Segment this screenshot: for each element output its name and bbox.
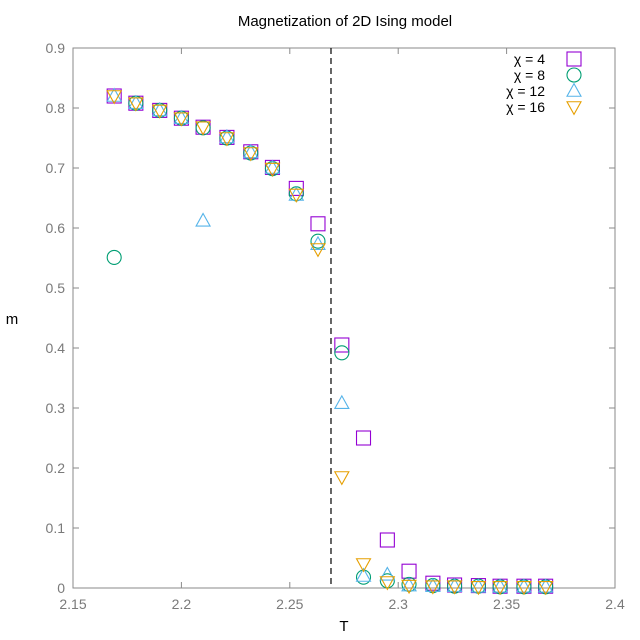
- x-tick-labels: 2.15 2.2 2.25 2.3 2.35 2.4: [59, 596, 625, 612]
- y-tick-label: 0.9: [46, 40, 66, 56]
- x-tick-label: 2.4: [605, 596, 625, 612]
- x-tick-label: 2.25: [276, 596, 303, 612]
- data-point: [106, 90, 123, 105]
- data-point: [195, 120, 211, 136]
- legend-label: χ = 8: [514, 67, 545, 83]
- data-point: [355, 569, 372, 585]
- data-point: [424, 577, 441, 593]
- data-point: [106, 87, 123, 102]
- data-point: [288, 180, 304, 196]
- data-point: [401, 577, 417, 592]
- data-point: [516, 580, 532, 596]
- data-point: [195, 212, 212, 227]
- data-point: [264, 162, 281, 178]
- data-point: [173, 112, 190, 127]
- y-axis-label: m: [6, 311, 19, 328]
- data-point: [151, 101, 168, 117]
- data-point: [492, 580, 509, 596]
- data-point: [446, 577, 463, 593]
- data-point: [334, 345, 350, 361]
- data-point: [127, 97, 144, 112]
- series-4: [106, 90, 554, 596]
- data-point: [537, 580, 554, 596]
- data-point: [424, 580, 441, 595]
- data-point: [379, 532, 395, 548]
- y-tick-label: 0.7: [46, 160, 66, 176]
- data-point: [355, 430, 372, 446]
- legend-label: χ = 16: [506, 99, 545, 115]
- y-tick-labels: 0 0.1 0.2 0.3 0.4 0.5 0.6 0.7 0.8 0.9: [46, 40, 66, 596]
- legend-marker: [566, 101, 582, 116]
- legend-label: χ = 12: [506, 83, 545, 99]
- data-point: [401, 563, 417, 579]
- y-tick-label: 0.2: [46, 460, 66, 476]
- y-tick-label: 0.4: [46, 340, 66, 356]
- y-tick-label: 0: [57, 580, 65, 596]
- chart-title: Magnetization of 2D Ising model: [238, 13, 452, 30]
- x-tick-label: 2.35: [493, 596, 520, 612]
- data-point: [288, 188, 305, 203]
- data-point: [401, 579, 417, 595]
- data-point: [333, 394, 350, 410]
- data-point: [218, 132, 235, 147]
- data-point: [470, 578, 487, 593]
- data-point: [379, 576, 396, 591]
- legend-marker: [566, 51, 582, 67]
- y-tick-label: 0.3: [46, 400, 66, 416]
- y-tick-label: 0.1: [46, 520, 66, 536]
- y-tick-label: 0.5: [46, 280, 66, 296]
- x-tick-label: 2.15: [59, 596, 86, 612]
- data-point: [151, 104, 168, 119]
- legend-marker: [566, 82, 582, 97]
- data-point: [537, 578, 554, 593]
- data-point: [310, 216, 326, 232]
- data-point: [242, 147, 259, 162]
- data-point: [446, 580, 463, 595]
- data-point: [242, 143, 259, 159]
- data-point: [106, 249, 122, 265]
- data-point: [492, 578, 509, 593]
- data-point: [195, 121, 212, 136]
- data-point: [516, 578, 532, 593]
- x-axis-label: T: [339, 618, 348, 635]
- data-point: [310, 243, 326, 258]
- series-1: [106, 88, 554, 594]
- data-point: [379, 573, 395, 589]
- data-point: [379, 566, 396, 581]
- x-tick-label: 2.3: [388, 596, 408, 612]
- series-2: [106, 95, 554, 595]
- data-point: [355, 567, 372, 582]
- data-point: [173, 109, 190, 124]
- data-point: [310, 233, 326, 249]
- data-points: [106, 87, 554, 596]
- axis-ticks: [72, 47, 616, 589]
- y-tick-label: 0.6: [46, 220, 66, 236]
- data-point: [355, 558, 372, 573]
- data-point: [218, 128, 235, 144]
- legend-marker: [566, 67, 582, 83]
- data-point: [334, 337, 350, 353]
- data-point: [310, 235, 326, 250]
- data-point: [127, 94, 144, 109]
- data-point: [264, 159, 281, 174]
- data-point: [288, 186, 305, 201]
- y-tick-label: 0.8: [46, 100, 66, 116]
- data-point: [470, 580, 487, 596]
- legend-label: χ = 4: [514, 51, 545, 67]
- data-point: [333, 471, 350, 486]
- plot-frame: [72, 47, 616, 589]
- series-3: [106, 87, 554, 593]
- x-tick-label: 2.2: [172, 596, 192, 612]
- legend: χ = 4χ = 8χ = 12χ = 16: [506, 51, 582, 116]
